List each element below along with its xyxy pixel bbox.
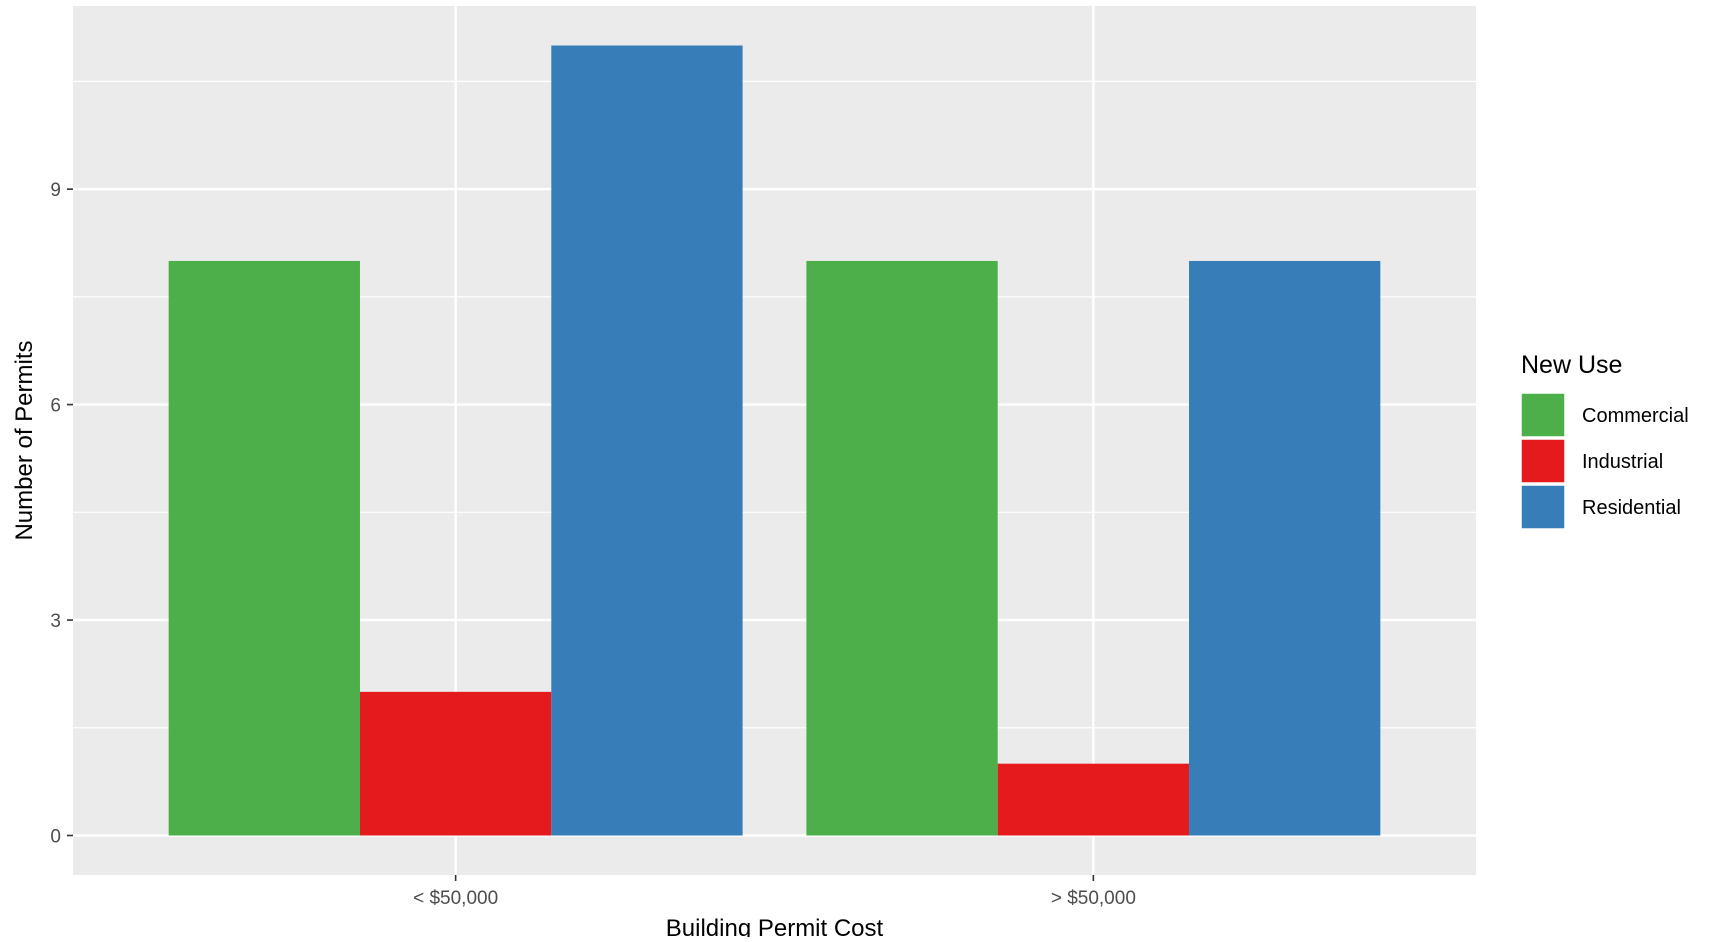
- y-tick-label: 6: [50, 396, 61, 417]
- x-axis: < $50,000 > $50,000: [413, 875, 1136, 909]
- bar-commercial: [806, 260, 998, 836]
- x-axis-title: Building Permit Cost: [666, 915, 884, 937]
- legend-title: New Use: [1521, 351, 1622, 379]
- bars: [168, 45, 1381, 836]
- y-axis: 0 3 6 9: [50, 180, 73, 848]
- bar-residential: [1189, 260, 1381, 836]
- legend-key-residential: [1520, 484, 1566, 530]
- bar-industrial: [359, 691, 552, 836]
- x-tick-label: > $50,000: [1051, 888, 1136, 909]
- legend-label: Commercial: [1582, 405, 1689, 427]
- y-tick-label: 0: [50, 827, 61, 848]
- x-tick-label: < $50,000: [413, 888, 498, 909]
- legend-label: Residential: [1582, 497, 1681, 519]
- legend-label: Industrial: [1582, 451, 1663, 473]
- bar-industrial: [997, 763, 1190, 836]
- y-axis-title: Number of Permits: [11, 340, 38, 540]
- legend-key-commercial: [1520, 392, 1566, 438]
- y-tick-label: 9: [50, 180, 61, 201]
- bar-commercial: [168, 260, 360, 836]
- legend: New Use Commercial Industrial Residential: [1520, 351, 1689, 530]
- y-tick-label: 3: [50, 611, 61, 632]
- bar-residential: [551, 45, 743, 836]
- legend-key-industrial: [1520, 438, 1566, 484]
